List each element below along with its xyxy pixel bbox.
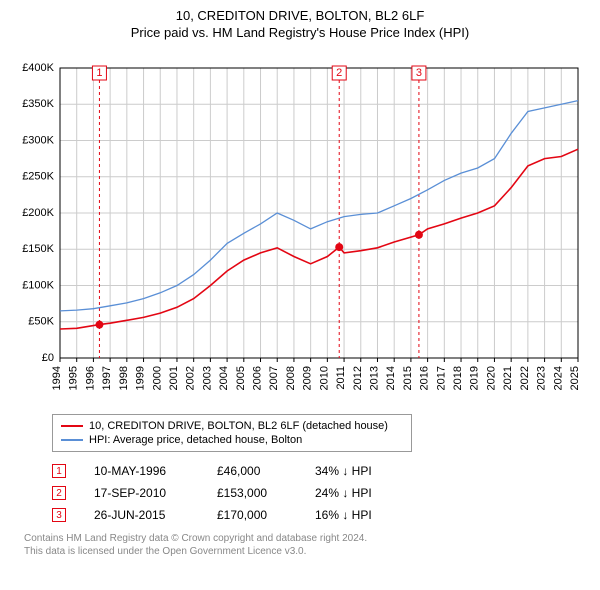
sale-marker-3: 3: [52, 508, 66, 522]
sales-table: 1 10-MAY-1996 £46,000 34% ↓ HPI 2 17-SEP…: [52, 460, 588, 526]
svg-text:£200K: £200K: [22, 207, 54, 219]
legend-swatch-price-paid: [61, 425, 83, 427]
svg-text:2001: 2001: [168, 366, 180, 390]
legend-label-hpi: HPI: Average price, detached house, Bolt…: [89, 434, 302, 446]
svg-text:1996: 1996: [84, 366, 96, 390]
svg-text:2010: 2010: [318, 366, 330, 390]
legend-swatch-hpi: [61, 439, 83, 441]
svg-text:2005: 2005: [235, 366, 247, 390]
svg-text:2000: 2000: [151, 366, 163, 390]
svg-text:2015: 2015: [402, 366, 414, 390]
chart-plot-area: £0 £50K £100K £150K £200K £250K £300K £350K £400…: [12, 48, 588, 408]
svg-text:2003: 2003: [201, 366, 213, 390]
svg-text:2016: 2016: [419, 366, 431, 390]
svg-text:1999: 1999: [135, 366, 147, 390]
svg-text:2020: 2020: [485, 366, 497, 390]
sale-diff-1: 34% ↓ HPI: [315, 464, 405, 478]
sale-marker-1: 1: [52, 464, 66, 478]
line-chart-svg: £0 £50K £100K £150K £200K £250K £300K £350K £400…: [12, 48, 588, 408]
svg-text:2025: 2025: [569, 366, 581, 390]
svg-text:1994: 1994: [51, 366, 63, 390]
sale-marker-2: 2: [52, 486, 66, 500]
sale-diff-3: 16% ↓ HPI: [315, 508, 405, 522]
svg-text:£50K: £50K: [28, 316, 54, 328]
svg-text:£250K: £250K: [22, 171, 54, 183]
sale-row-1: 1 10-MAY-1996 £46,000 34% ↓ HPI: [52, 460, 588, 482]
svg-text:2024: 2024: [552, 366, 564, 390]
legend-label-price-paid: 10, CREDITON DRIVE, BOLTON, BL2 6LF (det…: [89, 420, 388, 432]
sale-date-2: 17-SEP-2010: [94, 486, 189, 500]
svg-text:2: 2: [336, 67, 342, 79]
svg-text:2022: 2022: [519, 366, 531, 390]
svg-text:£150K: £150K: [22, 243, 54, 255]
svg-text:1997: 1997: [101, 366, 113, 390]
chart-container: 10, CREDITON DRIVE, BOLTON, BL2 6LF Pric…: [0, 0, 600, 570]
sale-date-1: 10-MAY-1996: [94, 464, 189, 478]
svg-text:2014: 2014: [385, 366, 397, 390]
svg-text:1: 1: [96, 67, 102, 79]
legend-item-hpi: HPI: Average price, detached house, Bolt…: [61, 433, 403, 447]
sale-diff-2: 24% ↓ HPI: [315, 486, 405, 500]
sale-price-2: £153,000: [217, 486, 287, 500]
svg-text:£350K: £350K: [22, 98, 54, 110]
sale-row-3: 3 26-JUN-2015 £170,000 16% ↓ HPI: [52, 504, 588, 526]
svg-text:£300K: £300K: [22, 134, 54, 146]
svg-text:2009: 2009: [302, 366, 314, 390]
svg-text:2021: 2021: [502, 366, 514, 390]
sale-price-3: £170,000: [217, 508, 287, 522]
svg-text:1995: 1995: [68, 366, 80, 390]
svg-text:2012: 2012: [352, 366, 364, 390]
svg-text:2018: 2018: [452, 366, 464, 390]
svg-text:3: 3: [416, 67, 422, 79]
svg-text:2011: 2011: [335, 366, 347, 390]
svg-text:2006: 2006: [252, 366, 264, 390]
svg-text:2023: 2023: [536, 366, 548, 390]
svg-text:1998: 1998: [118, 366, 130, 390]
svg-text:£0: £0: [42, 352, 54, 364]
svg-text:2019: 2019: [469, 366, 481, 390]
svg-text:£100K: £100K: [22, 279, 54, 291]
chart-title: 10, CREDITON DRIVE, BOLTON, BL2 6LF: [12, 8, 588, 23]
svg-text:2017: 2017: [435, 366, 447, 390]
attribution-line2: This data is licensed under the Open Gov…: [24, 545, 588, 558]
attribution-line1: Contains HM Land Registry data © Crown c…: [24, 532, 588, 545]
svg-text:2013: 2013: [368, 366, 380, 390]
chart-subtitle: Price paid vs. HM Land Registry's House …: [12, 25, 588, 40]
svg-text:£400K: £400K: [22, 62, 54, 74]
legend-item-price-paid: 10, CREDITON DRIVE, BOLTON, BL2 6LF (det…: [61, 419, 403, 433]
svg-text:2002: 2002: [185, 366, 197, 390]
svg-text:2008: 2008: [285, 366, 297, 390]
attribution: Contains HM Land Registry data © Crown c…: [24, 532, 588, 558]
svg-text:2004: 2004: [218, 366, 230, 390]
legend: 10, CREDITON DRIVE, BOLTON, BL2 6LF (det…: [52, 414, 412, 452]
sale-row-2: 2 17-SEP-2010 £153,000 24% ↓ HPI: [52, 482, 588, 504]
svg-text:2007: 2007: [268, 366, 280, 390]
sale-price-1: £46,000: [217, 464, 287, 478]
sale-date-3: 26-JUN-2015: [94, 508, 189, 522]
